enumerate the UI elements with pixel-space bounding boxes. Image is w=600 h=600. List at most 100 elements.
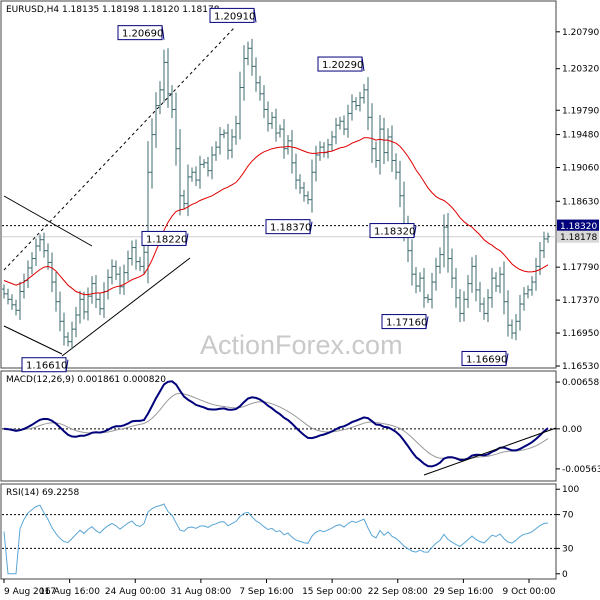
candle: [374, 141, 378, 168]
candle: [182, 189, 186, 210]
candle: [258, 75, 262, 101]
candle: [282, 119, 286, 159]
candle: [410, 239, 414, 286]
macd-main-line: [3, 380, 549, 468]
candle: [86, 287, 90, 321]
moving-average: [3, 137, 549, 296]
candle: [198, 155, 202, 189]
macd-lines: [3, 380, 549, 468]
candle: [238, 71, 242, 140]
candle: [130, 240, 134, 266]
candle: [306, 191, 310, 205]
candle: [370, 103, 374, 163]
price-annotation: 1.18220: [141, 230, 189, 246]
candle: [218, 127, 222, 155]
time-tick-label: 7 Sep 16:00: [239, 587, 294, 597]
candle: [146, 141, 150, 284]
rsi-levels: [2, 514, 556, 549]
annotation-label: 1.18320: [374, 227, 415, 238]
candle: [270, 111, 274, 129]
candle: [230, 129, 234, 159]
candle: [446, 213, 450, 273]
trendlines: [3, 27, 235, 357]
candle: [290, 130, 294, 174]
rsi-panel-title: RSI(14) 69.2258: [6, 488, 79, 498]
time-tick-label: 31 Aug 08:00: [171, 587, 232, 597]
candle: [14, 299, 18, 316]
macd-panel-frame: [0, 370, 557, 482]
candle: [142, 244, 146, 275]
candle: [42, 232, 46, 258]
candle: [430, 272, 434, 309]
rsi-panel-frame: [0, 483, 557, 580]
candle: [286, 134, 290, 155]
candle: [266, 101, 270, 132]
candle: [110, 259, 114, 285]
candle: [478, 281, 482, 313]
candle: [486, 289, 490, 323]
candle: [6, 288, 10, 305]
price-panel-frame: [0, 0, 557, 369]
rsi-tick-label: 70: [562, 511, 574, 521]
candle: [466, 275, 470, 308]
candle: [114, 260, 118, 281]
rsi-tick-label: 100: [562, 485, 579, 495]
candle: [334, 117, 338, 145]
candle: [50, 252, 54, 293]
candle: [154, 92, 158, 148]
candle: [414, 266, 418, 294]
candle: [214, 141, 218, 161]
candle: [378, 114, 382, 175]
price-annotation: 1.16690: [461, 350, 509, 366]
candle: [398, 160, 402, 208]
candle: [66, 332, 70, 347]
candle: [10, 294, 14, 310]
candle: [494, 272, 498, 292]
macd-panel-title: MACD(12,26,9) 0.001861 0.000820: [6, 375, 166, 385]
falling-trendline-lower: [3, 325, 63, 355]
price-tick-label: 1.17790: [562, 263, 599, 273]
candle: [18, 281, 22, 321]
price-tick-label: 1.18630: [562, 197, 599, 207]
annotation-label: 1.17160: [386, 318, 427, 329]
candle: [318, 141, 322, 161]
candle: [162, 49, 166, 103]
candle: [530, 276, 534, 296]
price-annotation: 1.18320: [369, 223, 417, 239]
candle: [342, 115, 346, 135]
candle: [458, 289, 462, 323]
candle: [390, 125, 394, 172]
price-tag: 1.18320: [557, 219, 599, 232]
candle: [498, 266, 502, 294]
candle: [174, 92, 178, 166]
candle: [74, 306, 78, 338]
candle: [366, 77, 370, 131]
price-tick-label: 1.16530: [562, 362, 599, 372]
price-tag: 1.18178: [557, 230, 599, 243]
candle: [510, 319, 514, 339]
candle: [298, 174, 302, 194]
price-tick-label: 1.17370: [562, 296, 599, 306]
candle: [178, 129, 182, 216]
candle: [346, 104, 350, 138]
ma-line: [3, 137, 549, 296]
candle: [386, 128, 390, 162]
price-annotations: 1.16610 1.20690 1.18220 1.20910 1.18370 1.202…: [21, 7, 509, 373]
time-tick-label: 15 Sep 00:00: [302, 587, 362, 597]
candle: [126, 250, 130, 281]
candle: [358, 91, 362, 112]
candle: [302, 182, 306, 202]
candle: [454, 268, 458, 308]
channel-upper-dashed: [3, 27, 235, 271]
candle: [518, 294, 522, 331]
annotation-label: 1.20690: [122, 29, 163, 40]
candle: [546, 232, 550, 243]
candle: [166, 48, 170, 108]
candle: [394, 153, 398, 180]
candle: [526, 285, 530, 299]
time-tick-label: 24 Aug 00:00: [105, 587, 166, 597]
time-tick-label: 22 Sep 08:00: [368, 587, 428, 597]
